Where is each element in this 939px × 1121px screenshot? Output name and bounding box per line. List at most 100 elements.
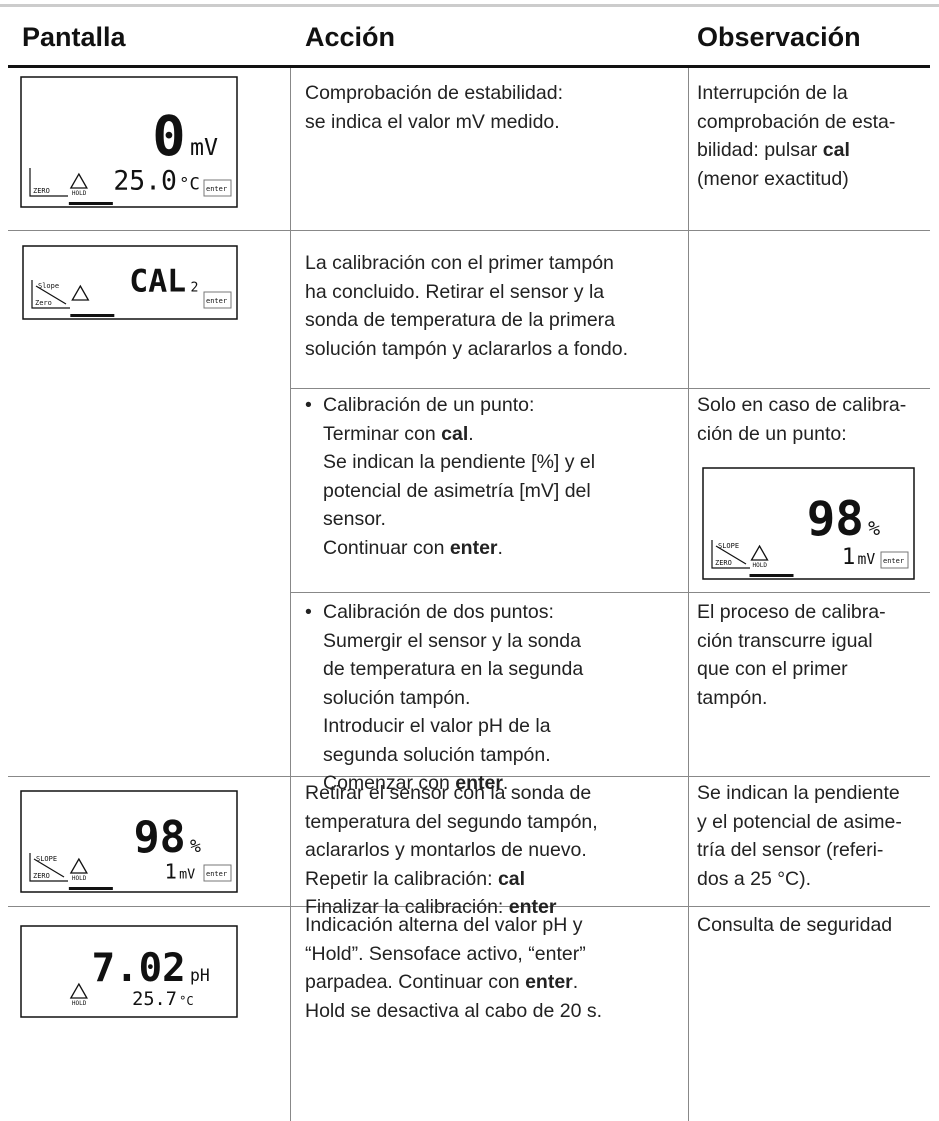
text-line: Continuar con enter. [323, 534, 503, 563]
row-rule [290, 388, 930, 389]
text-line: segunda solución tampón. [323, 743, 551, 766]
lcd-unit: % [868, 517, 880, 540]
bold-text: enter [508, 896, 557, 918]
lcd-warning [69, 982, 88, 999]
lcd-frame [20, 76, 238, 208]
text: Comenzar con [323, 772, 456, 794]
text-line: parpadea. Continuar con enter. [305, 968, 578, 997]
text-line: sensor. [323, 508, 386, 530]
text-line: tampón. [697, 686, 768, 709]
lcd-temp: 1 [165, 860, 177, 884]
text-line: Retirar el sensor con la sonda de [305, 782, 592, 804]
text-line: La calibración con el primer tampón [305, 252, 614, 274]
lcd-hold: HOLD [72, 190, 87, 197]
text-line: bilidad: pulsar cal [697, 136, 850, 165]
text-line: sonda de temperatura de la primera [305, 309, 616, 331]
lcd-enter: enter [883, 557, 904, 565]
lcd-temp-unit: °C [179, 994, 194, 1008]
header-rule [8, 65, 930, 68]
lcd-axis [29, 853, 68, 882]
text: parpadea. Continuar con [305, 971, 526, 993]
lcd-slope-line [715, 545, 747, 565]
lcd-unit: % [190, 836, 201, 857]
text-line: Comenzar con enter. [323, 769, 508, 798]
bold-text: cal [441, 422, 469, 445]
text-line: (menor exactitud) [697, 167, 849, 190]
bullet: • [305, 601, 312, 623]
text-line: Repetir la calibración: cal [305, 865, 525, 894]
text: . [572, 971, 579, 993]
bold-text: cal [822, 139, 850, 161]
lcd-enter-box [880, 551, 909, 569]
bold-text: enter [449, 536, 498, 559]
text-line: se indica el valor mV medido. [305, 110, 560, 133]
lcd-temp: 1 [842, 544, 856, 570]
top-rule [0, 4, 939, 7]
text-line: solución tampón y aclararlos a fondo. [305, 337, 629, 360]
lcd-display: 0 mV 25.0 °C ZERO HOLD enter [20, 76, 238, 208]
lcd-temp-unit: °C [179, 175, 200, 195]
text-line: Comprobación de estabilidad: [305, 82, 563, 104]
text-line: tría del sensor (referi- [697, 839, 884, 861]
lcd-bar [68, 202, 113, 205]
text: Terminar con [323, 422, 442, 445]
lcd-display: 98 % 1 mV ZERO SLOPE HOLD enter [702, 467, 915, 580]
bold-text: enter [525, 971, 573, 993]
row-rule [8, 776, 930, 777]
text-line: solución tampón. [323, 686, 471, 709]
text-line: temperatura del segundo tampón, [305, 810, 598, 833]
lcd-bar [749, 574, 794, 577]
lcd-frame [20, 790, 238, 893]
column-rule [290, 68, 291, 1121]
lcd-main: CAL [129, 264, 186, 300]
text-line: potencial de asimetría [mV] del [323, 479, 591, 502]
bold-text: cal [497, 867, 526, 890]
lcd-frame [22, 245, 238, 320]
text: Repetir la calibración: [305, 867, 498, 890]
lcd-enter: enter [206, 870, 227, 878]
lcd-axis [711, 540, 750, 569]
text: bilidad: pulsar [697, 139, 823, 161]
text-line: Hold se desactiva al cabo de 20 s. [305, 999, 603, 1022]
text-line: de temperatura en la segunda [323, 658, 584, 680]
row-rule [8, 230, 930, 231]
text-line: Calibración de un punto: [323, 394, 535, 416]
text-line: ción transcurre igual [697, 629, 873, 652]
bold-text: enter [455, 772, 503, 794]
text-line: Introducir el valor pH de la [323, 715, 551, 737]
lcd-unit: mV [190, 134, 218, 161]
lcd-enter: enter [206, 297, 227, 305]
text-line: ha concluido. Retirar el sensor y la [305, 280, 605, 303]
lcd-temp-unit: mV [857, 551, 875, 568]
text-line: aclararlos y montarlos de nuevo. [305, 839, 587, 861]
lcd-warning [69, 172, 88, 189]
text-line: que con el primer [697, 658, 848, 680]
text-line: Indicación alterna del valor pH y [305, 914, 583, 936]
text-line: El proceso de calibra- [697, 601, 886, 623]
text: Continuar con [323, 536, 450, 559]
lcd-mode: ZERO [715, 559, 732, 567]
text-line: Interrupción de la [697, 82, 848, 104]
lcd-enter-box [203, 179, 232, 197]
column-rule [688, 68, 689, 1121]
lcd-slope-line [33, 858, 65, 878]
text: . [502, 772, 509, 794]
text-line: dos a 25 °C). [697, 867, 812, 890]
lcd-mode: Zero [35, 299, 52, 307]
text-line: comprobación de esta- [697, 110, 896, 133]
text-line: “Hold”. Sensoface activo, “enter” [305, 942, 586, 965]
lcd-frame [20, 925, 238, 1018]
lcd-slope: Slope [38, 282, 59, 290]
text-line: ción de un punto: [697, 422, 847, 445]
lcd-mode: ZERO [33, 187, 50, 195]
lcd-temp-unit: mV [179, 868, 195, 883]
lcd-warning [750, 544, 769, 561]
lcd-main: 7.02 [92, 946, 186, 991]
lcd-main: 0 [152, 105, 185, 169]
text-line: Se indican la pendiente [%] y el [323, 451, 596, 473]
lcd-enter-box [203, 864, 232, 882]
lcd-slope-line [35, 285, 67, 305]
text-line: Consulta de seguridad [697, 914, 893, 936]
lcd-temp: 25.7 [132, 989, 177, 1010]
header-cell: Observación [697, 22, 861, 52]
